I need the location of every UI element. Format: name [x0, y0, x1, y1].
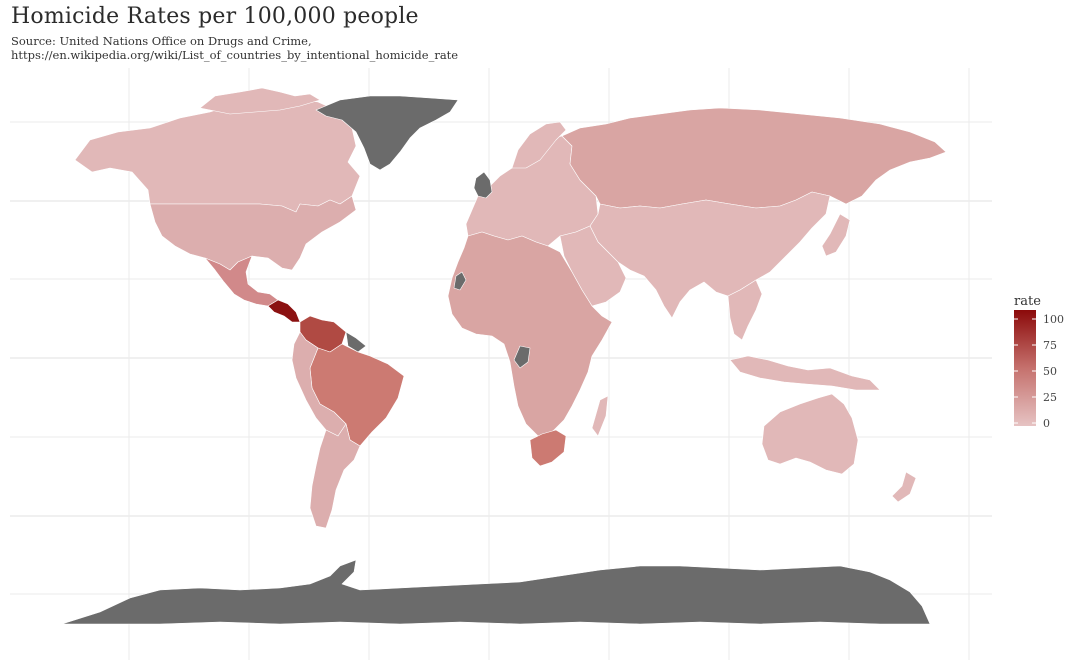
region-central-america[interactable]	[267, 299, 301, 323]
region-southern-cone[interactable]	[309, 423, 361, 529]
region-canada[interactable]	[74, 97, 361, 213]
subtitle-url: https://en.wikipedia.org/wiki/List_of_co…	[11, 48, 459, 62]
region-usa[interactable]	[149, 195, 357, 271]
region-russia[interactable]	[561, 107, 947, 209]
legend-tick-100: 100	[1043, 313, 1064, 326]
region-new-zealand[interactable]	[891, 471, 917, 503]
legend-title: rate	[1014, 294, 1041, 309]
legend-tick-75: 75	[1043, 339, 1057, 352]
region-africa[interactable]	[447, 231, 613, 437]
region-se-asia[interactable]	[727, 279, 763, 341]
region-japan[interactable]	[821, 213, 851, 257]
subtitle-source: Source: United Nations Office on Drugs a…	[11, 34, 312, 48]
legend-gradient	[1014, 310, 1036, 426]
region-mexico[interactable]	[204, 255, 279, 307]
legend-tick-50: 50	[1043, 365, 1057, 378]
region-indonesia[interactable]	[729, 355, 881, 391]
legend: rate 100 75 50 25 0	[1012, 294, 1072, 434]
region-brazil[interactable]	[309, 343, 405, 447]
region-south-africa[interactable]	[529, 429, 567, 467]
legend-tick-25: 25	[1043, 391, 1057, 404]
legend-colorbar	[1014, 310, 1036, 426]
region-dr-congo-part[interactable]	[513, 345, 531, 369]
region-madagascar[interactable]	[591, 395, 609, 437]
legend-tick-0: 0	[1043, 417, 1050, 430]
region-arctic-islands[interactable]	[199, 87, 321, 115]
page-title: Homicide Rates per 100,000 people	[11, 4, 419, 29]
subtitle: Source: United Nations Office on Drugs a…	[11, 34, 458, 62]
region-scandinavia[interactable]	[511, 121, 567, 169]
region-australia[interactable]	[761, 393, 859, 475]
region-guianas[interactable]	[345, 331, 367, 353]
region-uk[interactable]	[473, 171, 493, 199]
region-asia[interactable]	[589, 191, 831, 319]
region-western-sahara[interactable]	[453, 271, 467, 291]
region-antarctica[interactable]	[61, 559, 931, 625]
region-greenland[interactable]	[315, 95, 459, 171]
